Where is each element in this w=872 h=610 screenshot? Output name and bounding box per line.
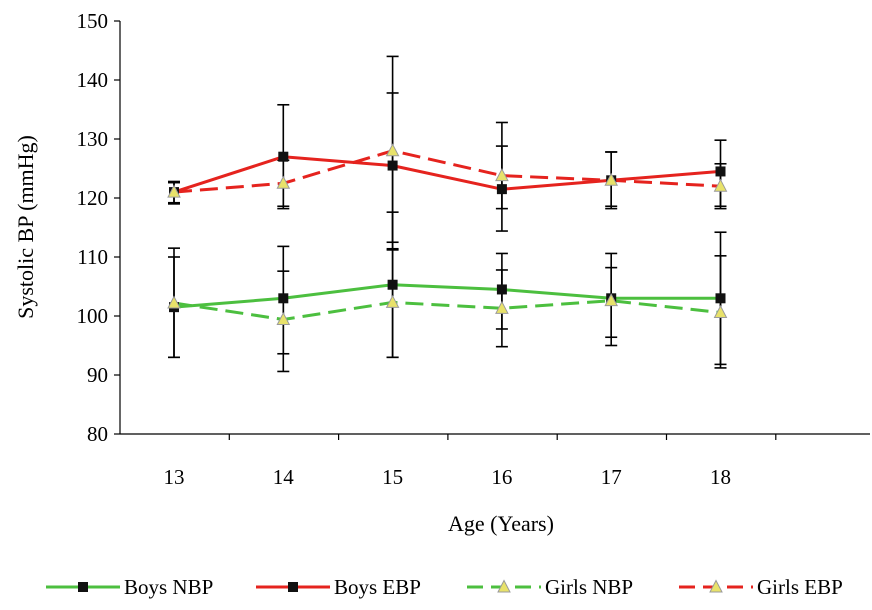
legend-label: Girls NBP <box>545 575 633 599</box>
data-point <box>715 166 726 177</box>
y-axis-title: Systolic BP (mmHg) <box>13 135 38 319</box>
y-tick-label: 80 <box>87 422 108 446</box>
data-point <box>167 295 181 309</box>
legend-label: Boys EBP <box>334 575 421 599</box>
legend-item-boys-nbp: Boys NBP <box>46 575 213 599</box>
legend: Boys NBP Boys EBP Girls NBP Girls EBP <box>46 575 843 599</box>
series-lines <box>173 149 721 321</box>
x-tick-label: 18 <box>710 465 731 489</box>
error-bars <box>168 55 727 373</box>
data-point <box>495 300 509 314</box>
data-point <box>387 279 398 290</box>
series-line-girls-ebp <box>173 149 721 194</box>
data-point <box>167 184 181 198</box>
data-point <box>495 167 509 182</box>
data-point <box>713 304 728 318</box>
x-tick-label: 15 <box>382 465 403 489</box>
data-point <box>604 172 619 186</box>
legend-item-girls-ebp: Girls EBP <box>679 575 843 599</box>
y-tick-label: 100 <box>77 304 109 328</box>
data-point <box>496 284 507 295</box>
legend-label: Girls EBP <box>757 575 843 599</box>
data-point <box>713 178 728 192</box>
x-tick-label: 14 <box>273 465 295 489</box>
data-point <box>278 151 289 162</box>
data-point <box>278 293 289 304</box>
legend-swatch-marker <box>288 582 298 592</box>
data-point <box>385 143 400 157</box>
x-tick-label: 16 <box>491 465 512 489</box>
legend-item-boys-ebp: Boys EBP <box>256 575 421 599</box>
x-tick-label: 17 <box>601 465 622 489</box>
data-point <box>604 293 619 307</box>
y-tick-label: 120 <box>77 186 109 210</box>
series-markers <box>167 143 728 326</box>
data-point <box>715 293 726 304</box>
x-tick-label: 13 <box>164 465 185 489</box>
chart-axes: 80 90 100 110 120 130 140 150 13 14 15 16 17 18 <box>77 9 870 489</box>
y-tick-label: 150 <box>77 9 109 33</box>
legend-swatch-marker <box>78 582 88 592</box>
series-line-boys-ebp <box>173 155 721 194</box>
data-point <box>496 184 507 195</box>
series-line-boys-nbp <box>173 283 721 309</box>
legend-swatch-marker <box>709 579 723 593</box>
series-line-girls-nbp <box>173 299 721 321</box>
legend-item-girls-nbp: Girls NBP <box>467 575 633 599</box>
y-tick-label: 110 <box>77 245 108 269</box>
legend-swatch-marker <box>497 579 511 593</box>
data-point <box>276 175 291 189</box>
y-tick-label: 140 <box>77 68 109 92</box>
data-point <box>385 294 400 308</box>
x-axis-title: Age (Years) <box>448 511 554 536</box>
y-tick-label: 90 <box>87 363 108 387</box>
y-tick-label: 130 <box>77 127 109 151</box>
legend-label: Boys NBP <box>124 575 213 599</box>
data-point <box>387 160 398 171</box>
data-point <box>276 311 291 326</box>
